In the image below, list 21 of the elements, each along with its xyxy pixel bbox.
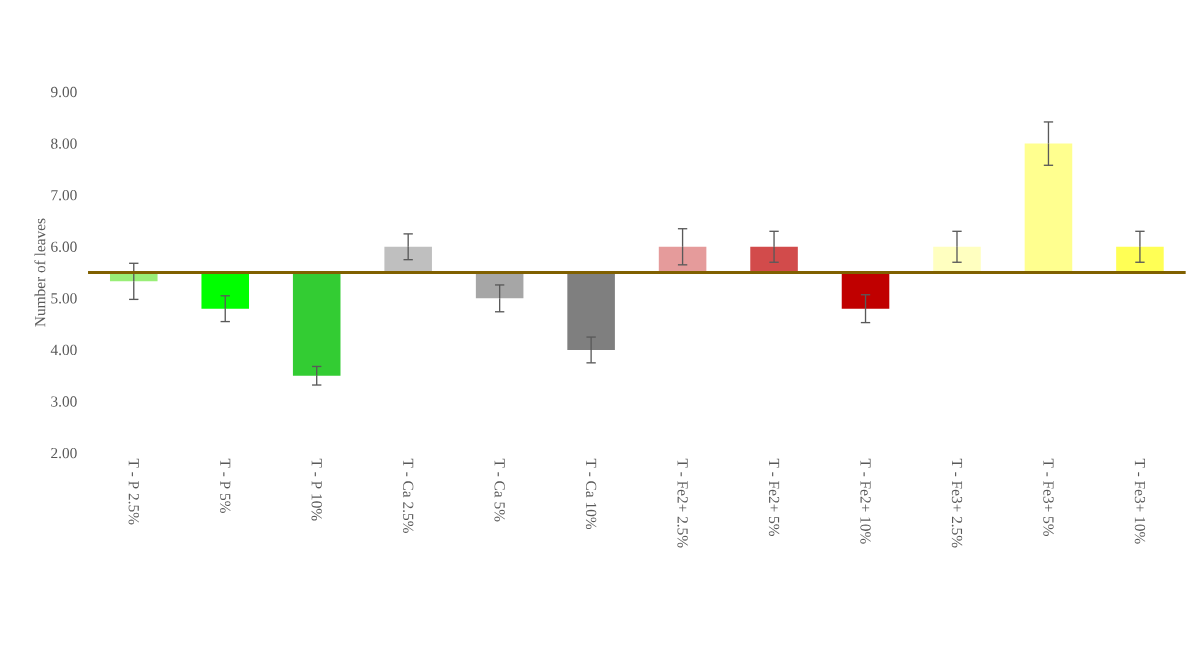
y-tick-label: 8.00 [51, 138, 77, 149]
y-axis-title: Number of leaves [34, 218, 46, 327]
x-tick-label: T - Fe2+ 10% [860, 458, 871, 544]
x-tick-label: T - Fe3+ 10% [1134, 458, 1146, 544]
y-tick-label: 3.00 [51, 396, 77, 407]
y-tick-label: 2.00 [51, 447, 77, 459]
y-tick-label: 6.00 [51, 241, 77, 252]
y-tick-label: 5.00 [51, 293, 77, 304]
x-tick-label: T - Fe3+ 5% [1043, 458, 1054, 536]
x-tick-label: T - P 5% [220, 458, 231, 513]
y-tick-label: 9.00 [50, 86, 77, 98]
x-tick-label: T - Ca 10% [585, 458, 597, 530]
x-tick-label: T - Fe2+ 5% [768, 458, 780, 536]
x-tick-label: T - Ca 2.5% [402, 458, 414, 533]
x-tick-label: T - P 10% [311, 458, 322, 521]
x-tick-label: T - Ca 5% [494, 458, 505, 522]
x-tick-label: T - P 2.5% [128, 458, 139, 525]
x-tick-label: T - Fe3+ 2.5% [951, 458, 963, 548]
x-tick-label: T - Fe2+ 2.5% [677, 458, 688, 548]
y-tick-label: 4.00 [50, 344, 77, 356]
y-tick-label: 7.00 [51, 189, 77, 201]
